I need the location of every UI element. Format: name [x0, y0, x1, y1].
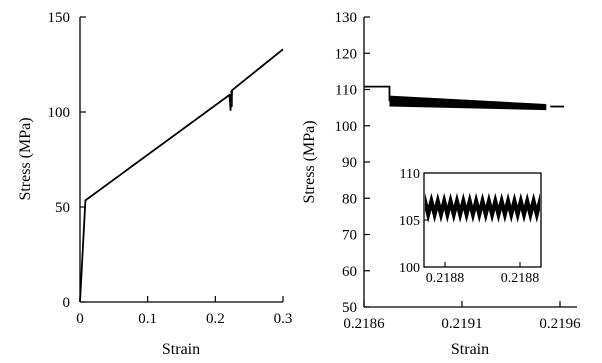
right-x-tick-label: 0.2196	[539, 316, 581, 332]
right-y-tick-label: 60	[342, 264, 357, 280]
right-x-label: Strain	[451, 341, 489, 358]
left-y-label: Stress (MPa)	[17, 117, 34, 200]
left-y-tick-label: 100	[48, 105, 71, 121]
right-y-tick-label: 110	[335, 83, 357, 99]
right-x-tick-label: 0.2186	[343, 316, 385, 332]
inset-y-tick-label: 100	[399, 261, 420, 276]
right-x-tick-label: 0.2191	[441, 316, 482, 332]
left-ticks: 0 0.1 0.2 0.3 0 50 100 150	[48, 10, 293, 327]
right-y-tick-label: 50	[342, 300, 357, 316]
inset-x-tick-label: 0.2188	[501, 271, 540, 286]
left-x-tick-label: 0	[76, 311, 84, 327]
inset-y-tick-label: 110	[400, 167, 420, 182]
left-x-label: Strain	[162, 341, 200, 358]
inset-ticks: 100 105 110 0.2188 0.2188	[399, 167, 539, 286]
left-x-tick-label: 0.3	[274, 311, 293, 327]
left-chart: 0 0.1 0.2 0.3 0 50 100 150 Strain Stress (MPa)	[17, 10, 292, 358]
left-y-tick-label: 0	[63, 295, 71, 311]
left-y-tick-label: 50	[55, 200, 70, 216]
left-y-tick-label: 150	[48, 10, 71, 26]
right-y-tick-label: 70	[342, 228, 357, 244]
left-series-line	[79, 48, 284, 303]
right-y-tick-label: 120	[335, 46, 358, 62]
right-y-tick-label: 130	[335, 10, 358, 26]
right-y-tick-label: 100	[335, 119, 358, 135]
right-chart: 0.2186 0.2191 0.2196 50 60 70 80 90 100 110 120 130…	[301, 10, 581, 358]
right-series-line	[364, 85, 391, 102]
inset-oscillation-band	[425, 192, 540, 223]
left-x-tick-label: 0.2	[206, 311, 225, 327]
right-y-tick-label: 80	[342, 191, 357, 207]
right-series-band	[389, 95, 547, 111]
inset-frame	[423, 172, 542, 268]
left-x-tick-label: 0.1	[138, 311, 157, 327]
right-ticks: 0.2186 0.2191 0.2196 50 60 70 80 90 100 110 120 130	[335, 10, 582, 332]
right-y-tick-label: 90	[342, 155, 357, 171]
inset-chart: 100 105 110 0.2188 0.2188	[399, 167, 542, 286]
inset-y-tick-label: 105	[399, 214, 420, 229]
inset-x-tick-label: 0.2188	[426, 271, 465, 286]
right-y-label: Stress (MPa)	[301, 120, 318, 203]
